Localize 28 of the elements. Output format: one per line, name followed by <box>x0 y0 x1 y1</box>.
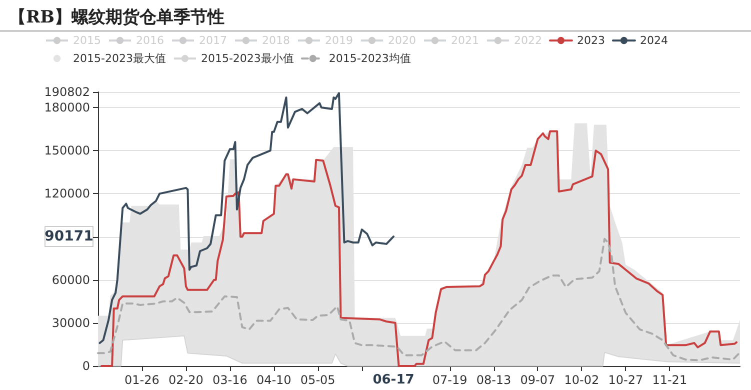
x-tick-label: 05-05 <box>300 373 336 387</box>
x-tick-label: 08-13 <box>476 373 512 387</box>
line-series <box>97 238 741 362</box>
x-tick-label: 11-21 <box>652 373 688 387</box>
text: 06-17 <box>372 372 414 388</box>
x-tick-label: 03-16 <box>212 373 248 387</box>
y-tick-label: 180000 <box>44 100 90 115</box>
line-series <box>98 92 394 344</box>
legend-label: 2015-2023最小值 <box>200 52 294 65</box>
x-tick-label: 02-20 <box>168 373 204 387</box>
text: 90171 <box>44 228 94 245</box>
y-tick-label: 60000 <box>52 272 90 287</box>
y-tick-label: 120000 <box>44 186 90 201</box>
chart-title: 【RB】螺纹期货仓单季节性 <box>9 8 224 28</box>
x-tick-label: 09-07 <box>520 373 556 387</box>
legend-label: 2015-2023均值 <box>328 52 411 65</box>
y-tick-label: 0 <box>82 359 90 373</box>
x-tick-label: 10-02 <box>564 373 600 387</box>
y-tick-label: 150000 <box>44 144 90 158</box>
legend-label: 2023 <box>576 34 605 47</box>
x-tick-label: 01-26 <box>124 373 160 387</box>
legend-label: 2024 <box>640 34 668 47</box>
y-tick-label: 30000 <box>52 316 90 330</box>
x-tick-label: 07-19 <box>432 373 468 387</box>
y-tick-label: 190802 <box>44 85 90 99</box>
legend-label: 2015-2023最大值 <box>73 52 166 65</box>
x-tick-label: 04-10 <box>256 373 292 387</box>
x-tick-label: 10-27 <box>608 373 644 387</box>
